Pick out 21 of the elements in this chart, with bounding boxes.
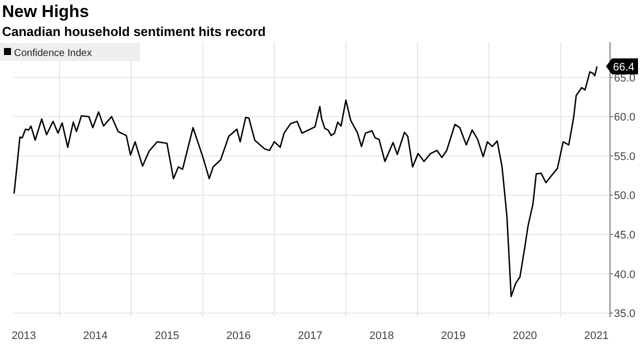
x-tick-label: 2014 — [83, 330, 108, 342]
y-tick-label: 50.0 — [614, 190, 636, 202]
legend-label: Confidence Index — [14, 48, 92, 59]
chart-subtitle: Canadian household sentiment hits record — [2, 24, 266, 39]
y-tick-label: 55.0 — [614, 150, 636, 163]
x-tick-label: 2020 — [512, 330, 538, 342]
data-label: 66.4 — [613, 61, 634, 74]
chart-title: New Highs — [2, 2, 89, 21]
y-tick-label: 45.0 — [614, 230, 636, 242]
x-tick-label: 2015 — [154, 330, 180, 342]
x-tick-label: 2018 — [369, 330, 394, 342]
x-tick-label: 2016 — [226, 330, 251, 342]
line-series — [13, 66, 598, 298]
y-tick-label: 35.0 — [614, 308, 636, 320]
x-tick-label: 2021 — [584, 330, 609, 342]
x-tick-label: 2013 — [12, 330, 36, 342]
y-tick-label: 40.0 — [614, 268, 636, 281]
x-tick-label: 2017 — [298, 330, 322, 342]
x-tick-label: 2019 — [441, 330, 466, 342]
y-tick-label: 60.0 — [614, 112, 636, 124]
y-tick-label: 65.0 — [614, 72, 636, 84]
